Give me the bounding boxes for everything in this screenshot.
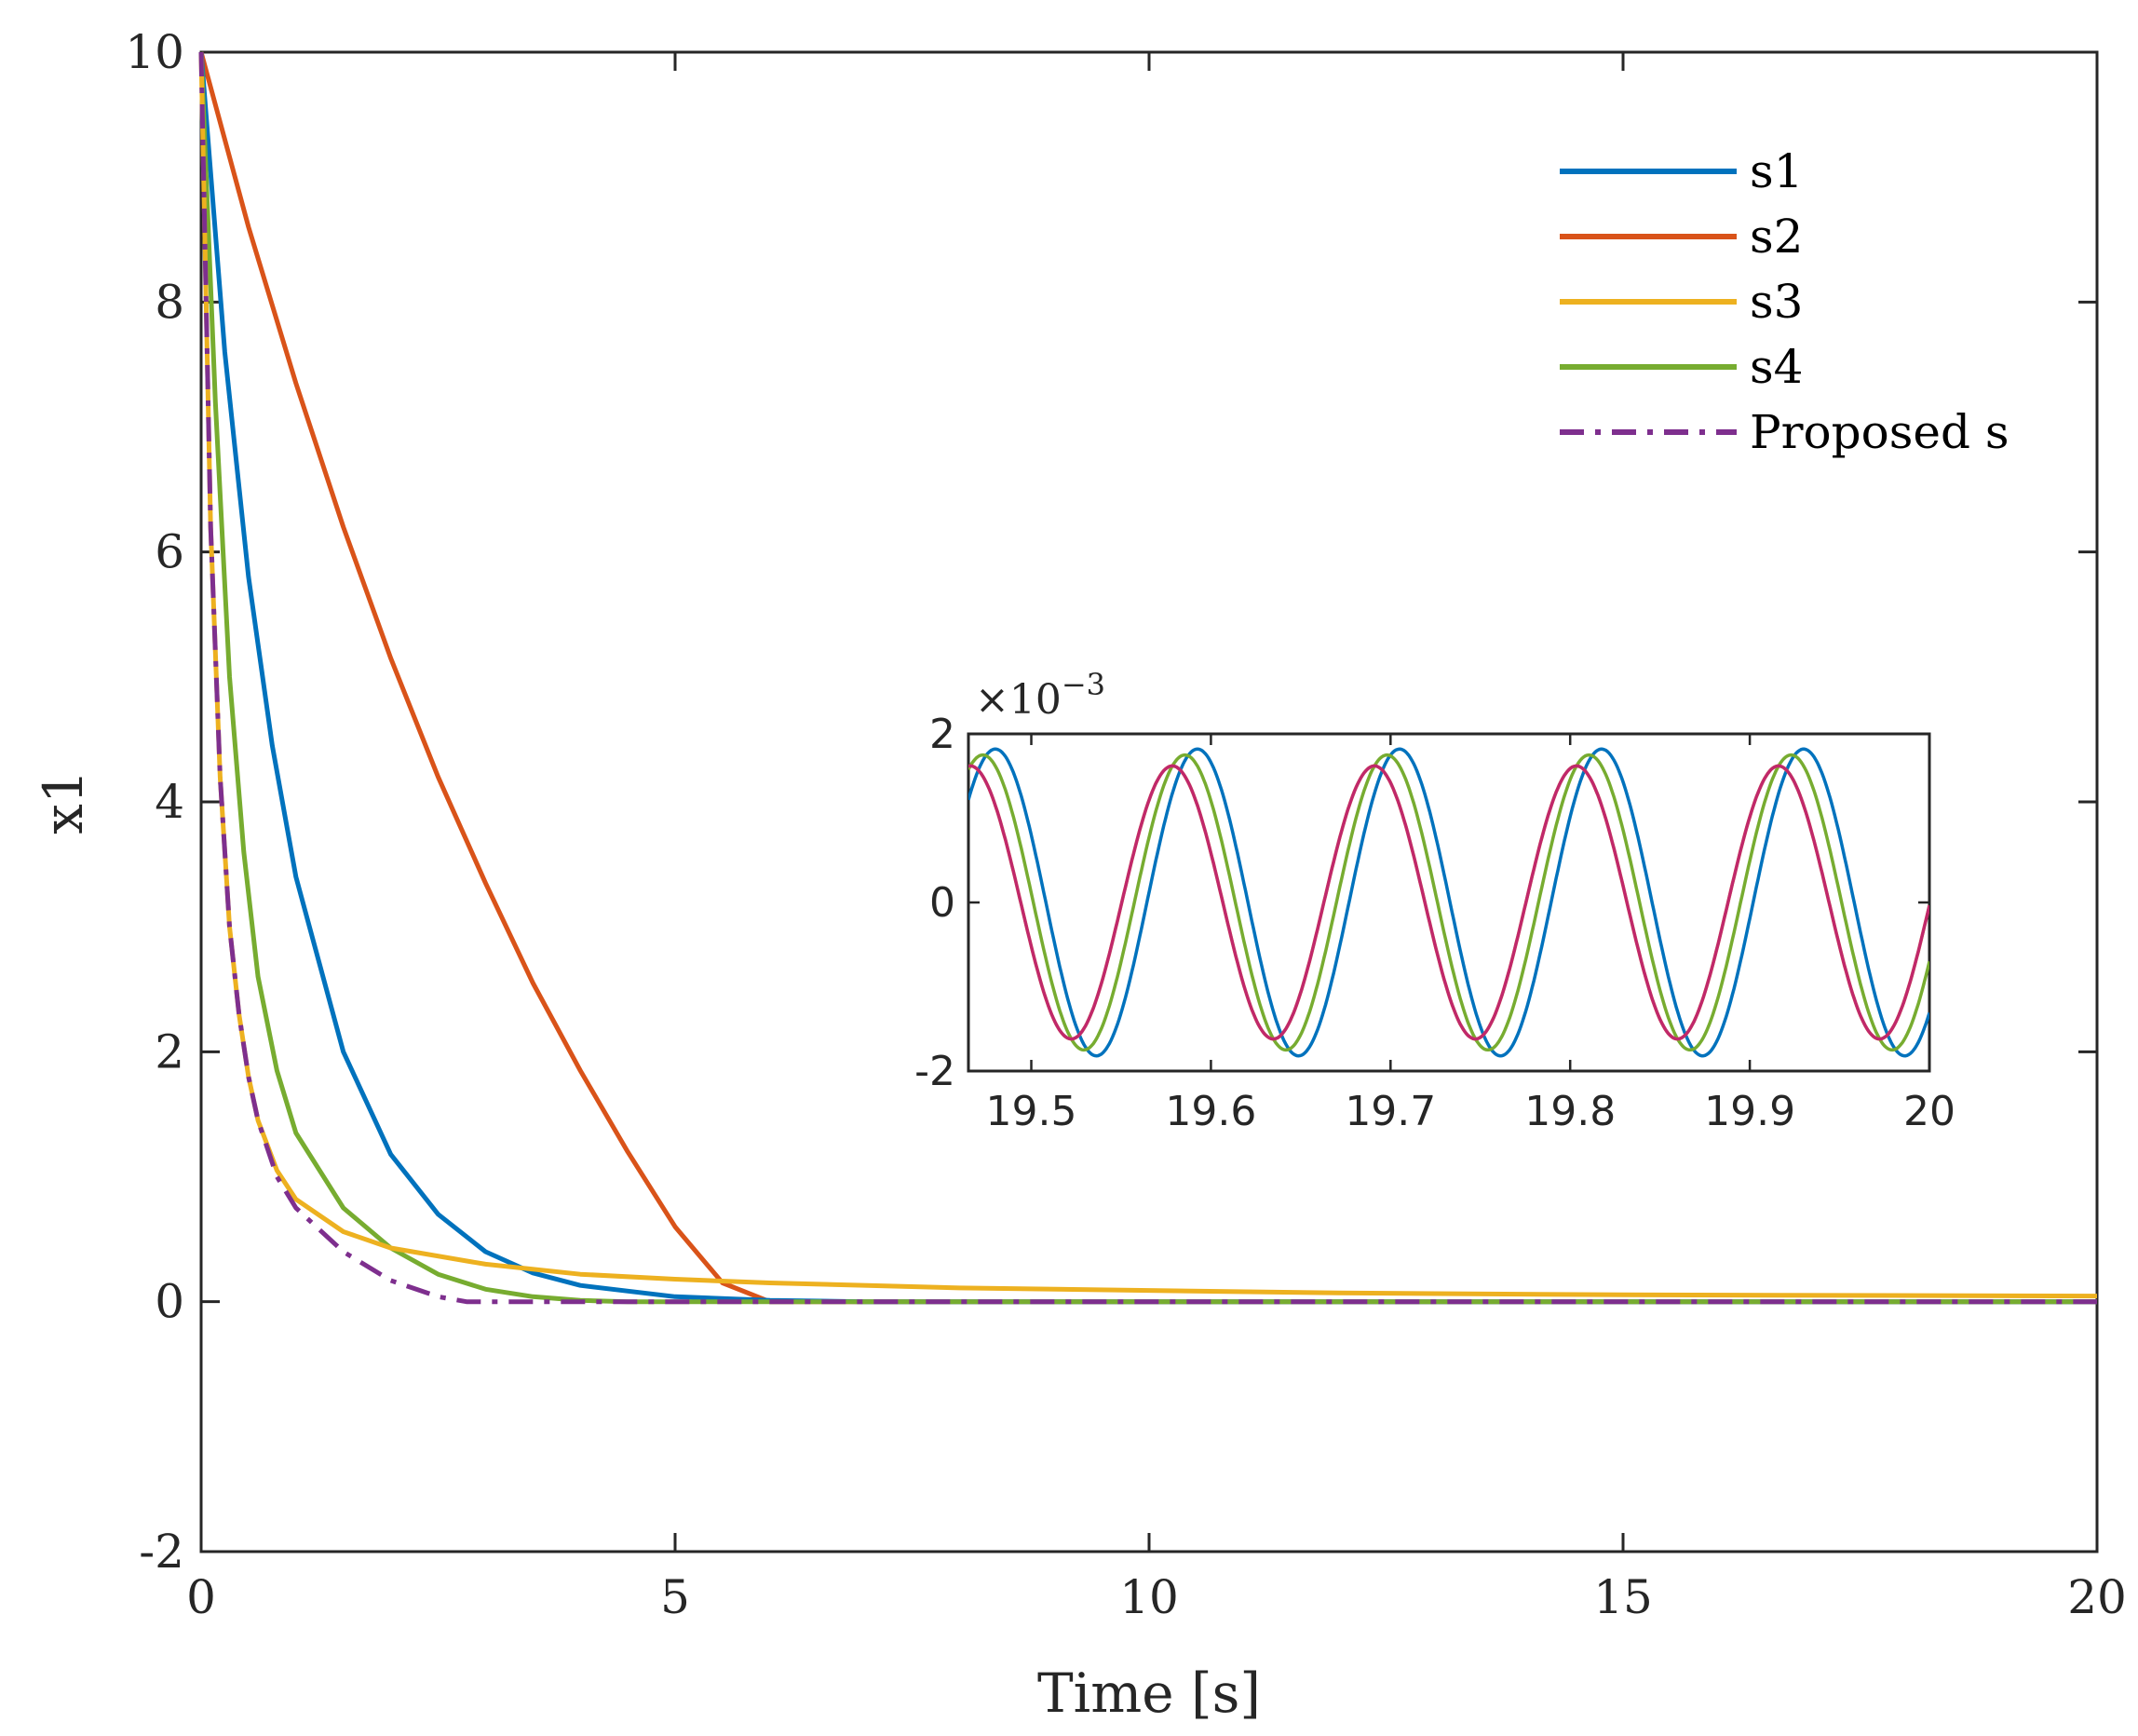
inset-y-tick-label-2: 2 — [929, 711, 955, 758]
x-axis-title: Time [s] — [1037, 1661, 1261, 1725]
x-tick-label-5: 5 — [660, 1570, 690, 1624]
y-tick-label-2: -2 — [139, 1525, 184, 1579]
y-axis-title: x1 — [32, 769, 95, 834]
x-tick-label-10: 10 — [1119, 1570, 1179, 1624]
y-tick-label-4: 4 — [155, 775, 184, 829]
main-series-group — [198, 51, 2098, 1305]
inset-series-group — [968, 747, 1929, 1058]
legend-label-s1: s1 — [1750, 144, 1803, 198]
series-line-s2 — [198, 51, 2097, 1305]
inset-exponent-label: ×10−3 — [975, 667, 1105, 724]
inset-x-tick-label-19-6: 19.6 — [1165, 1088, 1256, 1135]
inset-series-line-s4 — [968, 753, 1929, 1052]
series-line-proposed-s — [198, 51, 2097, 1305]
legend: s1 s2 s3 s4 Proposed s — [1560, 144, 2009, 459]
inset-x-tick-label-19-5: 19.5 — [986, 1088, 1077, 1135]
inset-exponent-base: ×10 — [975, 676, 1062, 724]
inset-x-tick-label-20: 20 — [1903, 1088, 1955, 1135]
inset-x-tick-label-19-7: 19.7 — [1345, 1088, 1436, 1135]
inset-y-tick-label-2: -2 — [914, 1048, 955, 1095]
x-tick-label-15: 15 — [1593, 1570, 1653, 1624]
inset-axes: 19.5 19.6 19.7 19.8 19.9 20 -2 0 2 ×10−3 — [914, 667, 1955, 1135]
legend-label-proposed-s: Proposed s — [1750, 405, 2009, 459]
y-tick-label-6: 6 — [155, 525, 184, 579]
inset-series-line-s1 — [968, 747, 1929, 1058]
inset-series-line-proposed-s — [968, 764, 1929, 1041]
legend-label-s2: s2 — [1750, 210, 1803, 264]
inset-y-tick-label-0: 0 — [929, 879, 955, 927]
y-tick-label-8: 8 — [155, 275, 184, 329]
inset-x-tick-label-19-9: 19.9 — [1704, 1088, 1795, 1135]
inset-exponent-power: −3 — [1062, 667, 1105, 702]
y-tick-label-10: 10 — [125, 25, 184, 79]
legend-label-s3: s3 — [1750, 275, 1803, 329]
y-tick-label-2: 2 — [155, 1024, 184, 1078]
series-line-s1 — [198, 51, 2097, 1305]
legend-label-s4: s4 — [1750, 340, 1803, 394]
x-tick-label-20: 20 — [2067, 1570, 2127, 1624]
series-line-s4 — [198, 51, 2097, 1305]
inset-x-tick-label-19-8: 19.8 — [1524, 1088, 1616, 1135]
y-tick-label-0: 0 — [155, 1275, 184, 1329]
x-tick-label-0: 0 — [186, 1570, 216, 1624]
